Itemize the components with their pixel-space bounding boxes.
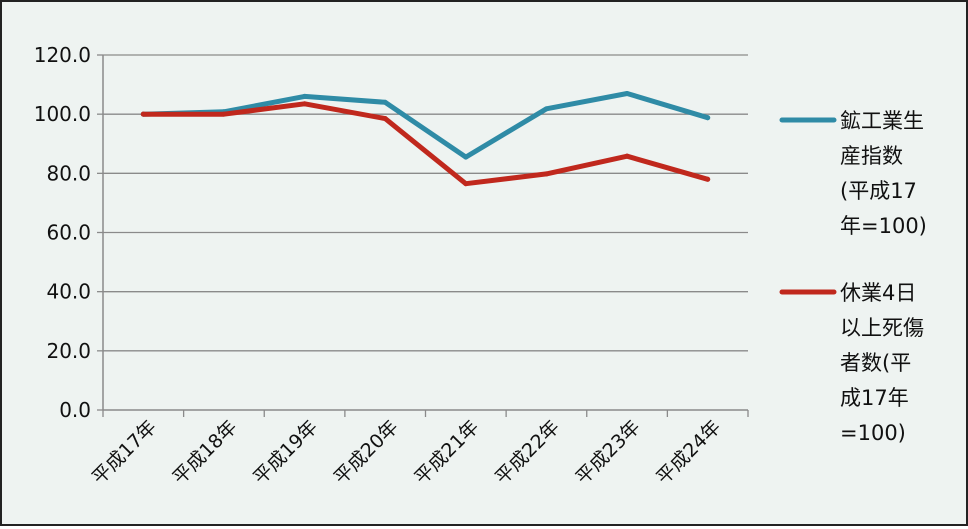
data-point [221, 111, 227, 117]
x-tick-label: 平成24年 [652, 416, 725, 489]
y-tick-label: 100.0 [34, 102, 91, 126]
legend-label-line: 以上死傷 [840, 316, 924, 340]
series-line-2 [140, 101, 711, 187]
y-tick-label: 80.0 [46, 161, 91, 185]
data-point [382, 99, 388, 105]
data-point [705, 176, 711, 182]
y-tick-label: 40.0 [46, 280, 91, 304]
x-tick-label: 平成23年 [572, 416, 645, 489]
data-point [624, 153, 630, 159]
y-tick-label: 120.0 [34, 43, 91, 67]
x-tick-label: 平成22年 [491, 416, 564, 489]
legend-label-line: 鉱工業生 [840, 109, 924, 133]
data-point [705, 115, 711, 121]
data-point [140, 111, 146, 117]
data-point [302, 101, 308, 107]
x-tick-label: 平成21年 [410, 416, 483, 489]
legend-label-line: 者数(平 [840, 351, 911, 375]
legend-label-line: 年=100) [840, 214, 927, 238]
data-point [543, 106, 549, 112]
legend-label-line: 休業4日 [840, 281, 916, 305]
x-tick-label: 平成17年 [88, 416, 161, 489]
legend-label-line: 成17年 [840, 386, 909, 410]
series-lines [140, 90, 711, 187]
data-point [543, 171, 549, 177]
series-line-1 [140, 91, 711, 160]
x-tick-label: 平成20年 [330, 416, 403, 489]
data-point [382, 116, 388, 122]
y-tick-label: 0.0 [59, 398, 91, 422]
data-point [302, 93, 308, 99]
y-axis-ticks: 0.0 20.0 40.0 60.0 80.0 100.0 120.0 [34, 43, 103, 422]
x-axis-ticks: 平成17年 平成18年 平成19年 平成20年 平成21年 平成22年 平成23年 平成24年 [88, 410, 749, 489]
x-tick-label: 平成19年 [249, 416, 322, 489]
y-tick-label: 20.0 [46, 339, 91, 363]
data-point [463, 154, 469, 160]
data-point [463, 181, 469, 187]
y-tick-label: 60.0 [46, 221, 91, 245]
legend-label-line: =100) [840, 421, 906, 445]
legend-label-line: 産指数 [840, 144, 903, 168]
legend-label-line: (平成17 [840, 179, 917, 203]
x-tick-label: 平成18年 [169, 416, 242, 489]
data-point [624, 90, 630, 96]
